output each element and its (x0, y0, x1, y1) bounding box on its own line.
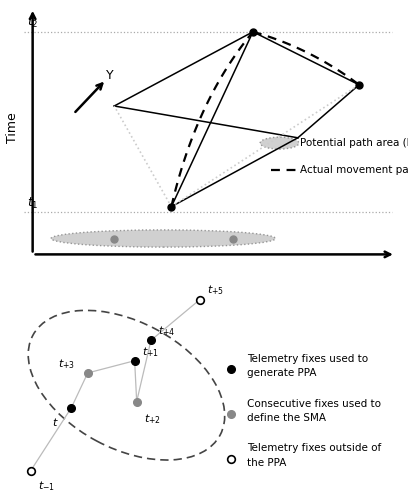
Text: Y: Y (106, 69, 113, 82)
Text: $t$: $t$ (53, 416, 59, 428)
Text: $t_{-1}$: $t_{-1}$ (38, 479, 55, 493)
Text: Actual movement path: Actual movement path (300, 164, 408, 174)
Text: define the SMA: define the SMA (247, 413, 326, 423)
Text: $t_2$: $t_2$ (27, 16, 38, 30)
Text: the PPA: the PPA (247, 458, 286, 468)
Ellipse shape (51, 230, 275, 247)
Ellipse shape (260, 137, 299, 149)
Text: Consecutive fixes used to: Consecutive fixes used to (247, 398, 381, 408)
Text: $t_{+2}$: $t_{+2}$ (144, 412, 161, 426)
Text: Telemetry fixes used to: Telemetry fixes used to (247, 354, 368, 364)
Text: Telemetry fixes outside of: Telemetry fixes outside of (247, 444, 381, 454)
Text: $t_{+3}$: $t_{+3}$ (58, 357, 75, 371)
Text: $t_{+4}$: $t_{+4}$ (158, 324, 176, 338)
Text: generate PPA: generate PPA (247, 368, 316, 378)
Text: $t_{+5}$: $t_{+5}$ (207, 284, 224, 298)
Text: Potential path area (PPA): Potential path area (PPA) (300, 138, 408, 148)
Text: Time: Time (6, 112, 19, 142)
Ellipse shape (28, 310, 225, 460)
Text: $t_1$: $t_1$ (27, 196, 38, 210)
Text: $t_{+1}$: $t_{+1}$ (142, 345, 159, 358)
